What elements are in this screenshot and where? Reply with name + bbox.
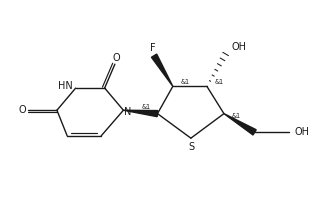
Polygon shape <box>151 54 173 86</box>
Text: N: N <box>124 107 131 117</box>
Text: O: O <box>18 105 26 115</box>
Text: HN: HN <box>58 81 73 91</box>
Text: &1: &1 <box>180 79 189 85</box>
Text: O: O <box>113 53 121 63</box>
Polygon shape <box>124 110 158 117</box>
Text: &1: &1 <box>214 79 223 85</box>
Text: OH: OH <box>231 42 246 52</box>
Text: OH: OH <box>294 127 309 137</box>
Text: &1: &1 <box>142 104 151 110</box>
Text: &1: &1 <box>231 113 240 119</box>
Polygon shape <box>224 114 256 135</box>
Text: F: F <box>149 43 155 53</box>
Text: S: S <box>189 142 195 152</box>
